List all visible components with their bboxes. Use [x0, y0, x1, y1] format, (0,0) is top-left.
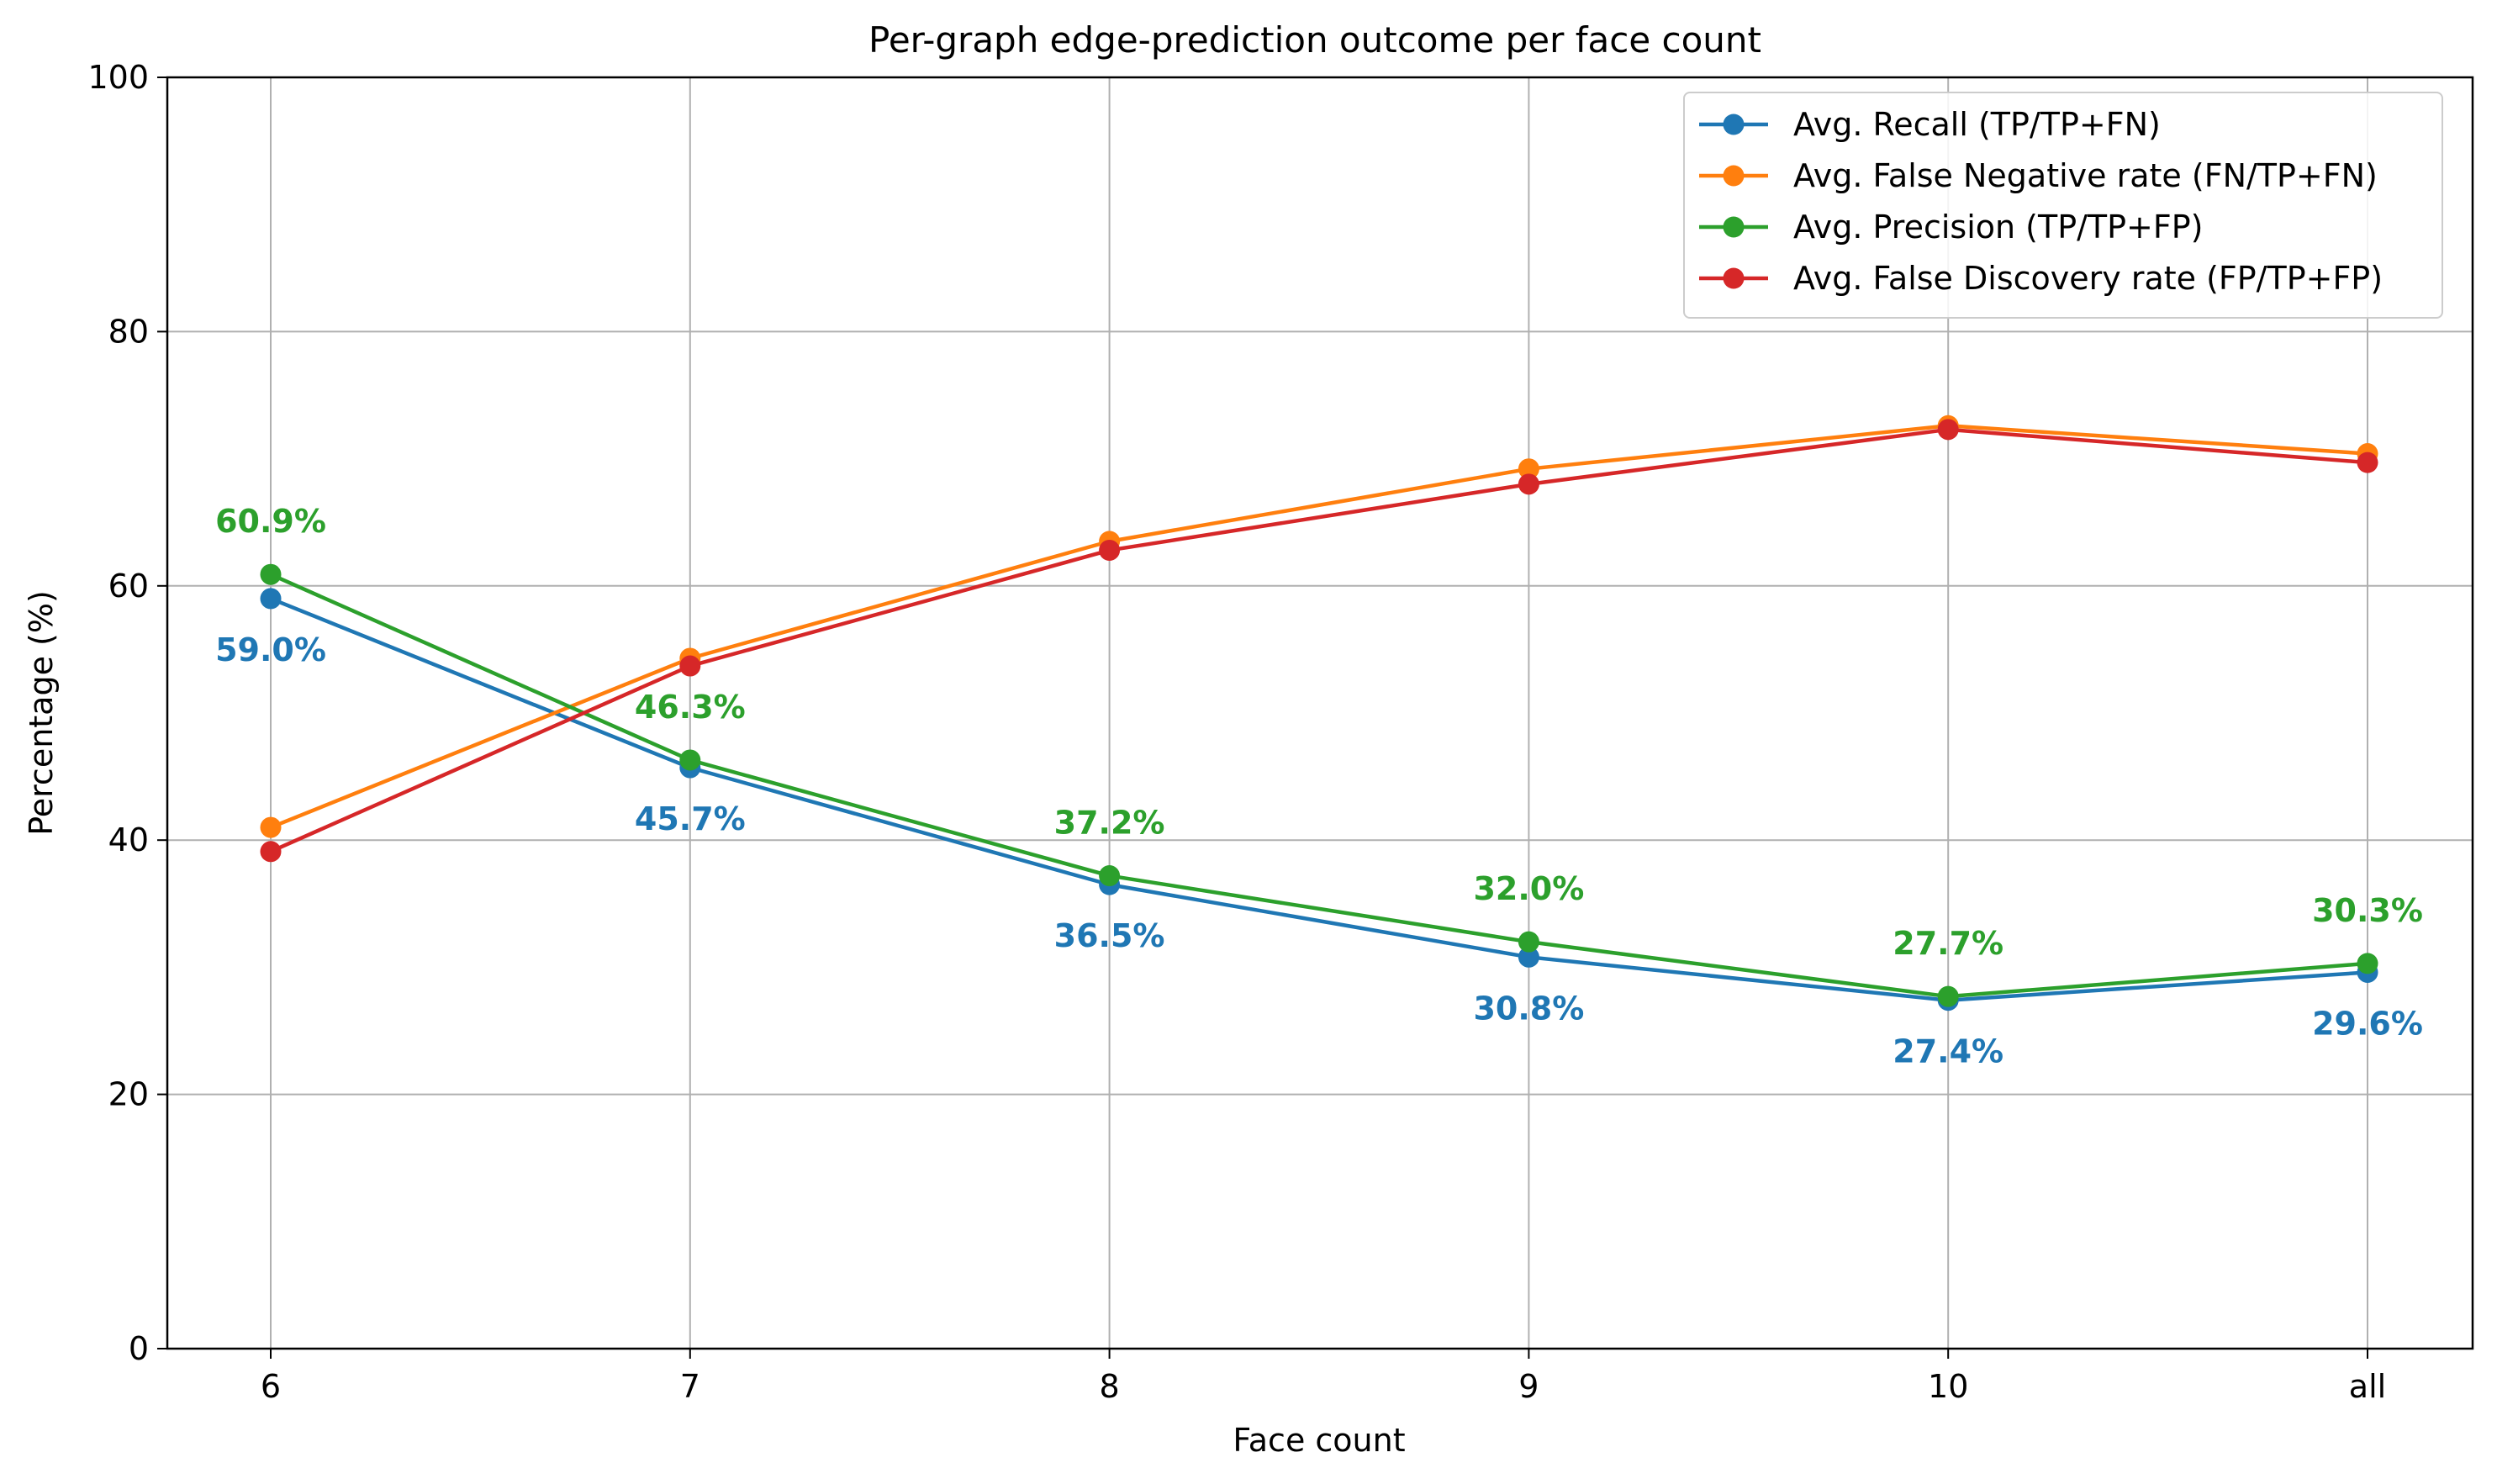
- data-point: [679, 749, 701, 771]
- data-label: 46.3%: [635, 689, 746, 726]
- legend-swatch-marker: [1723, 216, 1745, 238]
- y-tick-label: 60: [108, 568, 149, 605]
- y-tick-label: 0: [129, 1330, 149, 1367]
- legend: Avg. Recall (TP/TP+FN) Avg. False Negativ…: [1683, 92, 2443, 319]
- data-point: [1518, 473, 1539, 495]
- data-point: [260, 816, 282, 838]
- data-label: 45.7%: [635, 800, 746, 837]
- data-label: 59.0%: [215, 631, 326, 668]
- y-tick-label: 80: [108, 313, 149, 350]
- data-point: [1937, 419, 1959, 441]
- y-tick-label: 100: [87, 59, 149, 96]
- data-label: 27.4%: [1893, 1033, 2003, 1070]
- data-point: [1099, 865, 1121, 887]
- data-point: [1518, 946, 1539, 968]
- x-tick-label: all: [2349, 1368, 2386, 1405]
- series-layer: [260, 415, 2378, 1011]
- data-point: [260, 563, 282, 585]
- data-point: [1518, 458, 1539, 480]
- x-axis-label: Face count: [1233, 1422, 1405, 1459]
- legend-entry-label: Avg. False Discovery rate (FP/TP+FP): [1793, 260, 2383, 297]
- legend-swatch-marker: [1723, 165, 1745, 187]
- x-tick-label: 7: [680, 1368, 700, 1405]
- data-point: [1937, 985, 1959, 1007]
- data-label: 30.8%: [1473, 990, 1584, 1027]
- data-point: [2357, 953, 2378, 974]
- legend-swatch-marker: [1723, 114, 1745, 135]
- legend-box: [1683, 92, 2443, 319]
- data-point: [1099, 539, 1121, 561]
- data-point: [679, 655, 701, 677]
- axis-ticks: 6 7 8 9 10 all 0 20 40 60 80 100: [87, 59, 2386, 1405]
- data-label: 29.6%: [2312, 1005, 2423, 1042]
- x-tick-label: 10: [1928, 1368, 1968, 1405]
- series-line: [270, 596, 2368, 1002]
- data-label: 27.7%: [1893, 925, 2003, 962]
- series-line: [270, 573, 2368, 999]
- series-line: [270, 427, 2368, 853]
- data-label: 37.2%: [1054, 805, 1165, 842]
- data-point: [260, 841, 282, 863]
- y-tick-label: 40: [108, 821, 149, 858]
- legend-entry-label: Avg. Recall (TP/TP+FN): [1793, 106, 2161, 143]
- data-label: 60.9%: [215, 503, 326, 540]
- x-tick-label: 9: [1518, 1368, 1539, 1405]
- x-tick-label: 8: [1100, 1368, 1120, 1405]
- chart-title: Per-graph edge-prediction outcome per fa…: [868, 19, 1761, 61]
- data-labels: 59.0% 45.7% 36.5% 30.8% 27.4% 29.6% 60.9% 46.3%…: [215, 503, 2423, 1070]
- data-label: 36.5%: [1054, 917, 1165, 954]
- legend-swatch-marker: [1723, 267, 1745, 289]
- legend-entry-label: Avg. False Negative rate (FN/TP+FN): [1793, 157, 2378, 194]
- y-tick-label: 20: [108, 1076, 149, 1113]
- data-label: 32.0%: [1473, 870, 1584, 907]
- series-line: [270, 424, 2368, 830]
- x-tick-label: 6: [261, 1368, 281, 1405]
- data-point: [2357, 452, 2378, 473]
- y-axis-label: Percentage (%): [23, 590, 60, 836]
- plot-frame: [166, 76, 2474, 1350]
- data-point: [260, 588, 282, 610]
- data-point: [1518, 931, 1539, 953]
- data-label: 30.3%: [2312, 892, 2423, 929]
- legend-entry-label: Avg. Precision (TP/TP+FP): [1793, 209, 2204, 246]
